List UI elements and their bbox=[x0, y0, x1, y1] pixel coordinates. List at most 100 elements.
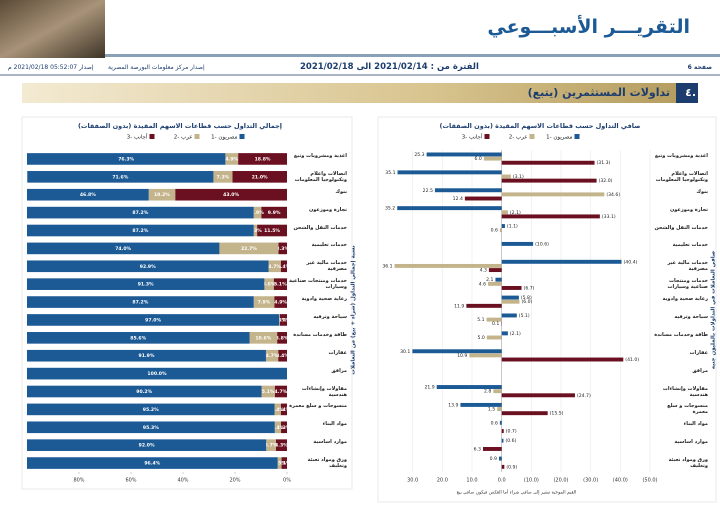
x-tick-label: 20% bbox=[229, 478, 240, 484]
bar bbox=[501, 331, 508, 336]
legend-label: عرب -2 bbox=[509, 135, 528, 141]
bar-segment bbox=[249, 332, 278, 344]
value-label: 4.7% bbox=[266, 353, 279, 359]
value-label: 3.6% bbox=[263, 282, 276, 288]
value-label: 71.6% bbox=[112, 174, 128, 180]
category-label: مرافق bbox=[331, 367, 347, 374]
value-label: 1.5% bbox=[273, 461, 286, 467]
value-label: 74.0% bbox=[115, 246, 131, 252]
value-label: 1.5 bbox=[488, 407, 495, 413]
category-label: اتصالات واعلام وتكنولوجيا المعلومات bbox=[655, 170, 708, 183]
legend-label: مصريون -1 bbox=[546, 135, 572, 141]
value-label: 0.6 bbox=[491, 420, 498, 426]
value-label: 4.7% bbox=[275, 389, 288, 395]
value-label: 87.2% bbox=[132, 210, 148, 216]
bar-segment bbox=[27, 153, 226, 165]
bar-segment bbox=[257, 224, 287, 237]
x-tick-label: (40.0) bbox=[613, 478, 628, 484]
value-label: 96.4% bbox=[144, 461, 160, 467]
bar-segment bbox=[27, 385, 262, 398]
value-label: 3.8% bbox=[276, 335, 289, 341]
value-label: 22.7% bbox=[241, 246, 257, 252]
header-photo bbox=[0, 0, 105, 58]
value-label: 10.9 bbox=[457, 353, 467, 359]
value-label: (5.8) bbox=[521, 295, 532, 301]
value-label: 12.4 bbox=[453, 196, 463, 202]
value-label: (3.1) bbox=[513, 174, 524, 180]
issuer: إصدار مركز معلومات البورصة المصرية bbox=[108, 64, 205, 71]
bar-segment bbox=[273, 278, 287, 290]
bar-segment bbox=[148, 188, 176, 201]
bar bbox=[466, 303, 502, 308]
bar-segment bbox=[27, 171, 214, 183]
bar bbox=[501, 393, 575, 398]
value-label: 6.0 bbox=[475, 156, 482, 162]
value-label: (41.0) bbox=[625, 357, 639, 363]
x-tick-label: (20.0) bbox=[553, 478, 568, 484]
bar-segment bbox=[213, 171, 233, 183]
value-label: 35.1 bbox=[385, 170, 395, 176]
issued: إصدار 05:52:07 2021/02/18 م bbox=[8, 64, 94, 71]
value-label: (1.1) bbox=[507, 224, 518, 230]
value-label: 11.9 bbox=[454, 303, 464, 309]
category-label: خدمات تعليمية bbox=[311, 242, 347, 249]
bar bbox=[436, 385, 502, 389]
bar bbox=[501, 295, 519, 300]
bar-segment bbox=[275, 439, 287, 451]
value-label: 2.4% bbox=[272, 425, 285, 431]
value-label: 4.9% bbox=[225, 156, 238, 162]
bar-segment bbox=[278, 349, 287, 362]
value-label: 5.1% bbox=[274, 282, 287, 288]
legend-label: عرب -2 bbox=[174, 135, 193, 141]
value-label: (31.3) bbox=[597, 160, 611, 166]
category-label: اتصالات واعلام وتكنولوجيا المعلومات bbox=[294, 170, 347, 183]
bar-segment bbox=[27, 439, 267, 451]
value-label: 3.3% bbox=[276, 246, 289, 252]
value-label: (2.1) bbox=[510, 331, 521, 337]
x-tick-label: 80% bbox=[73, 478, 84, 484]
x-tick-label: (10.0) bbox=[524, 478, 539, 484]
value-label: 2.1 bbox=[486, 277, 493, 283]
bar-segment bbox=[261, 206, 287, 219]
bar-segment bbox=[175, 188, 287, 201]
legend-swatch bbox=[484, 134, 490, 139]
value-label: 35.2 bbox=[385, 206, 395, 212]
bar-segment bbox=[27, 242, 220, 255]
value-label: 22.5 bbox=[423, 188, 433, 194]
bar-segment bbox=[27, 260, 269, 273]
value-label: (2.1) bbox=[510, 210, 521, 216]
bar bbox=[501, 241, 534, 246]
bar bbox=[483, 156, 502, 161]
bar bbox=[497, 407, 502, 412]
value-label: 1.3% bbox=[249, 228, 262, 234]
bar bbox=[501, 429, 504, 434]
value-label: 91.3% bbox=[138, 282, 154, 288]
bar-segment bbox=[27, 332, 250, 344]
category-label: رعاية صحية وادوية bbox=[662, 296, 708, 303]
value-label: 4.3 bbox=[480, 268, 487, 274]
y-axis-label: صافي التعاملات في التداولات بالمليون جني… bbox=[711, 251, 717, 369]
bar-segment bbox=[225, 153, 239, 165]
category-label: بنوك bbox=[696, 188, 708, 195]
bar-segment bbox=[277, 332, 287, 344]
bar bbox=[498, 456, 502, 461]
category-label: سياحة وترفيه bbox=[674, 313, 708, 320]
bar bbox=[501, 174, 511, 179]
value-label: 4.7% bbox=[268, 264, 281, 270]
value-label: 2.9% bbox=[251, 210, 264, 216]
chart-title: صافي التداول حسب قطاعات الاسهم المقيدة (… bbox=[440, 122, 641, 130]
legend-swatch bbox=[149, 134, 155, 139]
bar-segment bbox=[238, 153, 287, 165]
bar bbox=[501, 464, 505, 469]
category-label: مرافق bbox=[692, 367, 708, 374]
value-label: 36.1 bbox=[382, 263, 392, 269]
value-label: 92.0% bbox=[139, 443, 155, 449]
bar-segment bbox=[265, 349, 279, 362]
category-label: ورق ومواد تعبئة وتغليف bbox=[307, 457, 347, 470]
bar bbox=[482, 446, 502, 451]
value-label: 2.3% bbox=[278, 425, 291, 431]
bar-segment bbox=[253, 224, 258, 237]
value-label: 92.9% bbox=[140, 264, 156, 270]
page-number: صفحة 6 bbox=[687, 64, 712, 71]
bar-segment bbox=[268, 260, 281, 273]
